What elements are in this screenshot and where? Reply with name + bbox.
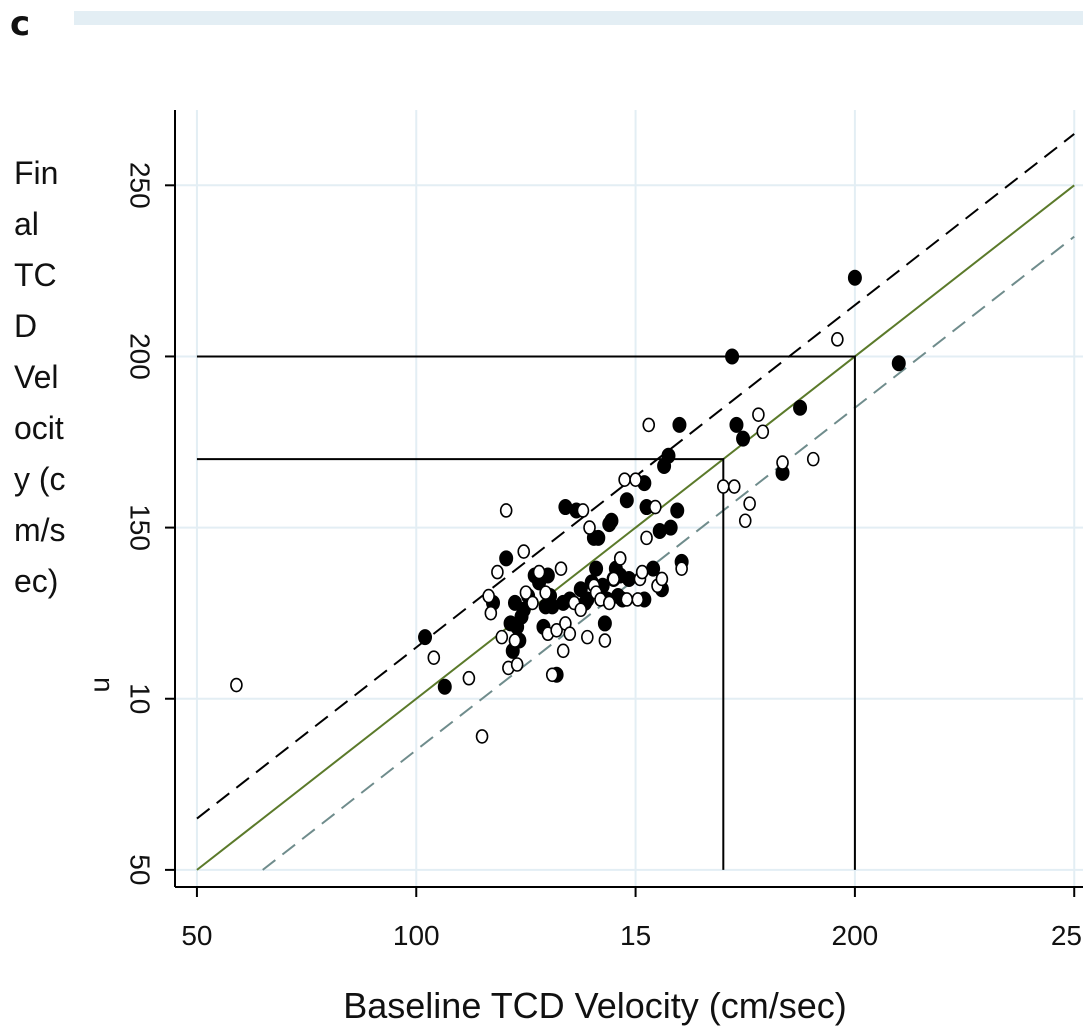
threshold-lines [196, 355, 856, 870]
x-axis-title: Baseline TCD Velocity (cm/sec) [343, 985, 847, 1026]
open-point [738, 513, 752, 529]
open-point [462, 670, 476, 686]
open-point [806, 451, 820, 467]
open-point [484, 605, 498, 621]
identity-reference-line [196, 184, 1075, 871]
open-point [717, 479, 730, 494]
y-axis-title: Final TCD Velocity (cm/sec) [14, 155, 66, 599]
open-point [517, 544, 531, 559]
filled-point [672, 416, 687, 433]
y-tick-label: 50 [125, 854, 156, 885]
x-tick-label: 15 [620, 920, 651, 951]
y-tick-label: 250 [125, 162, 156, 209]
open-point [532, 564, 546, 580]
open-point [583, 520, 596, 535]
open-point [495, 629, 509, 645]
open-point [508, 633, 522, 648]
open-point [230, 677, 243, 693]
x-tick-label: 50 [181, 920, 212, 951]
open-point [613, 551, 627, 566]
open-point [545, 667, 559, 683]
open-point [576, 503, 590, 518]
open-point [756, 424, 770, 440]
open-point [510, 657, 524, 672]
open-point [563, 626, 577, 642]
open-point [640, 530, 653, 546]
open-point [491, 564, 504, 580]
open-point [776, 455, 789, 470]
filled-point [729, 416, 744, 433]
open-point [526, 595, 539, 611]
tick-labels: 50 100 15 200 250 50 10 150 200 250 n [89, 162, 1083, 951]
open-point [831, 332, 844, 347]
open-point [752, 407, 765, 422]
open-point [574, 602, 588, 618]
data-points [230, 269, 906, 744]
y-tick-label: 10 [125, 683, 156, 714]
open-point [427, 650, 441, 665]
filled-point [847, 269, 862, 286]
filled-point [499, 550, 514, 567]
y-tick-label: 200 [125, 333, 156, 380]
filled-point [670, 502, 685, 519]
open-point [550, 622, 563, 638]
open-point [743, 496, 756, 511]
open-point [635, 564, 649, 580]
filled-point [725, 348, 740, 365]
panel-label: c [10, 4, 31, 44]
open-point [727, 479, 741, 494]
threshold-line [196, 355, 856, 870]
open-point [499, 503, 513, 518]
open-point [631, 592, 645, 607]
threshold-line [196, 458, 725, 870]
open-point [475, 729, 489, 744]
y-tick-label: 150 [125, 504, 156, 551]
lower-reference-line [262, 235, 1075, 871]
filled-point [619, 492, 634, 509]
filled-point [663, 519, 678, 536]
filled-point [418, 629, 433, 646]
filled-point [891, 355, 906, 372]
open-point [539, 585, 552, 600]
open-point [556, 643, 570, 659]
open-point [618, 472, 631, 487]
open-point [482, 588, 495, 604]
open-point [675, 561, 688, 576]
axes [165, 110, 1083, 897]
open-point [649, 499, 662, 515]
top-banner [74, 11, 1083, 25]
open-point [519, 585, 533, 600]
open-point [642, 417, 656, 433]
open-point [598, 633, 612, 648]
open-point [602, 595, 616, 611]
filled-point [604, 512, 619, 529]
open-point [655, 571, 669, 587]
open-point [629, 472, 642, 487]
x-tick-label: 100 [393, 920, 440, 951]
filled-point [597, 615, 612, 632]
y-tick-label-fragment: n [89, 677, 120, 693]
filled-point [589, 560, 604, 577]
x-tick-label: 200 [832, 920, 879, 951]
filled-point [661, 447, 676, 464]
x-tick-label: 250 [1051, 920, 1083, 951]
filled-point [591, 529, 606, 546]
filled-point [622, 570, 636, 587]
open-point [581, 629, 594, 645]
filled-point [437, 678, 452, 695]
open-point [554, 561, 568, 576]
filled-point [736, 430, 751, 447]
filled-point [793, 399, 808, 416]
open-point [620, 592, 634, 607]
open-point [607, 571, 620, 587]
